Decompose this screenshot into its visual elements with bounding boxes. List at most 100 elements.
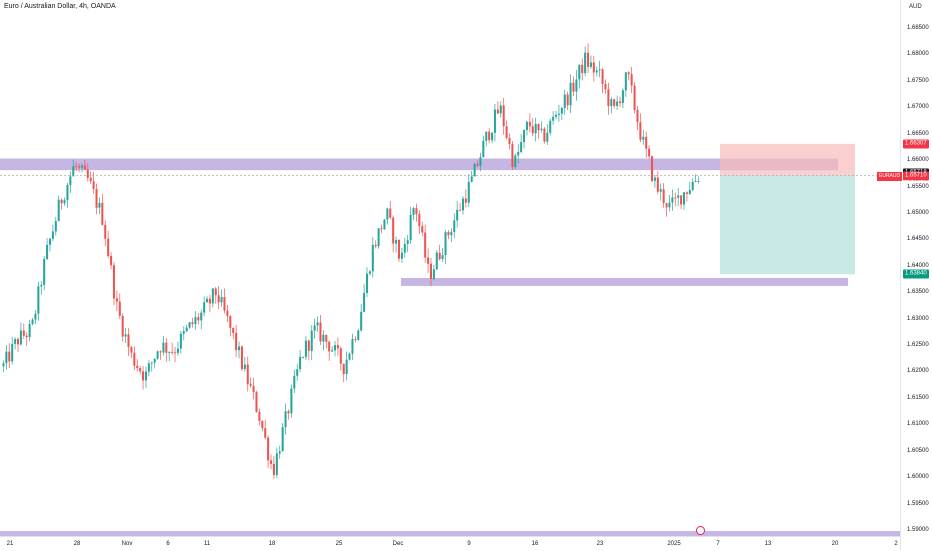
- drawing-handle-icon[interactable]: [696, 526, 705, 535]
- price-chart[interactable]: [0, 0, 900, 536]
- candle-body: [208, 298, 211, 304]
- candle-body: [694, 181, 697, 182]
- candle-body: [557, 113, 560, 115]
- time-tick: 23: [596, 541, 604, 547]
- time-tick: 21: [6, 541, 14, 547]
- candle-body: [104, 224, 107, 239]
- candle-body: [520, 142, 523, 152]
- candle-body: [299, 357, 302, 370]
- candle-body: [229, 316, 232, 328]
- candle-body: [578, 64, 581, 80]
- candle-body: [505, 126, 508, 138]
- price-tick: 1.64000: [907, 262, 929, 269]
- candle-body: [278, 451, 281, 454]
- candle-body: [575, 79, 578, 92]
- candle-body: [272, 463, 275, 476]
- candle-body: [89, 177, 92, 182]
- candle-body: [464, 198, 467, 203]
- candle-body: [197, 317, 200, 321]
- candle-body: [60, 199, 63, 204]
- candle-body: [191, 322, 194, 325]
- price-tick: 1.61500: [907, 394, 929, 401]
- time-axis[interactable]: 21 28 Nov 6 11 18 25 Dec 9 16 23 2025 7 13 20 2: [0, 536, 900, 551]
- candle-body: [37, 286, 40, 314]
- time-tick: 13: [764, 541, 772, 547]
- candle-body: [188, 322, 191, 328]
- stop-loss-zone[interactable]: [720, 143, 855, 176]
- candle-body: [482, 140, 485, 158]
- candle-body: [479, 157, 482, 166]
- currency-label[interactable]: AUD: [909, 4, 922, 10]
- support-resistance-zone[interactable]: [0, 158, 838, 171]
- candle-body: [238, 346, 241, 351]
- candle-body: [397, 239, 401, 259]
- candle-body: [461, 198, 464, 211]
- candle-body: [552, 116, 555, 121]
- candle-body: [607, 89, 610, 107]
- candle-body: [665, 203, 668, 208]
- candle-body: [165, 342, 168, 353]
- price-axis[interactable]: AUD 1.68500 1.68000 1.67500 1.67000 1.66500 1…: [900, 0, 932, 550]
- candle-body: [648, 148, 651, 157]
- candle-body: [584, 52, 587, 74]
- candle-body: [136, 365, 139, 369]
- symbol-label: EURAUD: [877, 172, 903, 181]
- candle-body: [43, 258, 46, 286]
- candle-body: [560, 108, 563, 114]
- candle-body: [674, 197, 677, 199]
- candle-body: [316, 322, 319, 326]
- take-profit-zone[interactable]: [720, 175, 855, 275]
- candle-body: [441, 255, 444, 260]
- candle-body: [650, 156, 654, 181]
- candle-body: [301, 356, 305, 358]
- candle-body: [467, 181, 470, 203]
- candle-body: [127, 334, 130, 348]
- candle-body: [25, 335, 28, 338]
- candle-body: [348, 353, 351, 360]
- time-tick: 2: [894, 541, 898, 547]
- candle-body: [179, 333, 182, 349]
- candle-body: [194, 317, 197, 325]
- price-tick: 1.67000: [907, 104, 929, 111]
- candle-body: [421, 226, 424, 233]
- candle-body: [80, 165, 83, 168]
- candle-body: [525, 121, 528, 131]
- support-resistance-zone[interactable]: [0, 531, 900, 536]
- candle-body: [645, 136, 648, 149]
- candle-body: [403, 243, 406, 253]
- candle-body: [40, 285, 43, 287]
- candle-body: [418, 214, 421, 227]
- candle-body: [383, 219, 386, 230]
- candle-body: [249, 384, 252, 386]
- candle-body: [66, 185, 69, 201]
- candle-body: [653, 177, 656, 181]
- candle-body: [680, 195, 683, 205]
- candle-body: [354, 339, 357, 340]
- candle-body: [92, 181, 95, 189]
- candle-body: [549, 120, 552, 133]
- candle-body: [493, 109, 496, 133]
- candle-body: [182, 331, 185, 334]
- candle-body: [566, 94, 569, 106]
- candle-body: [275, 453, 278, 476]
- candle-body: [2, 363, 5, 367]
- candle-body: [389, 208, 392, 218]
- candle-body: [124, 334, 127, 337]
- price-tick: 1.66500: [907, 130, 929, 137]
- time-tick: 28: [73, 541, 81, 547]
- candle-body: [162, 342, 165, 353]
- candle-body: [453, 220, 456, 232]
- candle-body: [511, 143, 514, 168]
- candle-body: [226, 310, 229, 317]
- support-resistance-zone[interactable]: [401, 277, 848, 286]
- candle-body: [174, 352, 177, 354]
- time-tick: 16: [531, 541, 539, 547]
- candle-body: [156, 351, 159, 359]
- candle-body: [322, 334, 325, 342]
- price-tick: 1.65500: [907, 183, 929, 190]
- candle-body: [261, 420, 264, 429]
- candle-body: [296, 369, 299, 376]
- candle-body: [206, 298, 209, 303]
- candle-body: [412, 208, 415, 215]
- candle-body: [246, 364, 249, 385]
